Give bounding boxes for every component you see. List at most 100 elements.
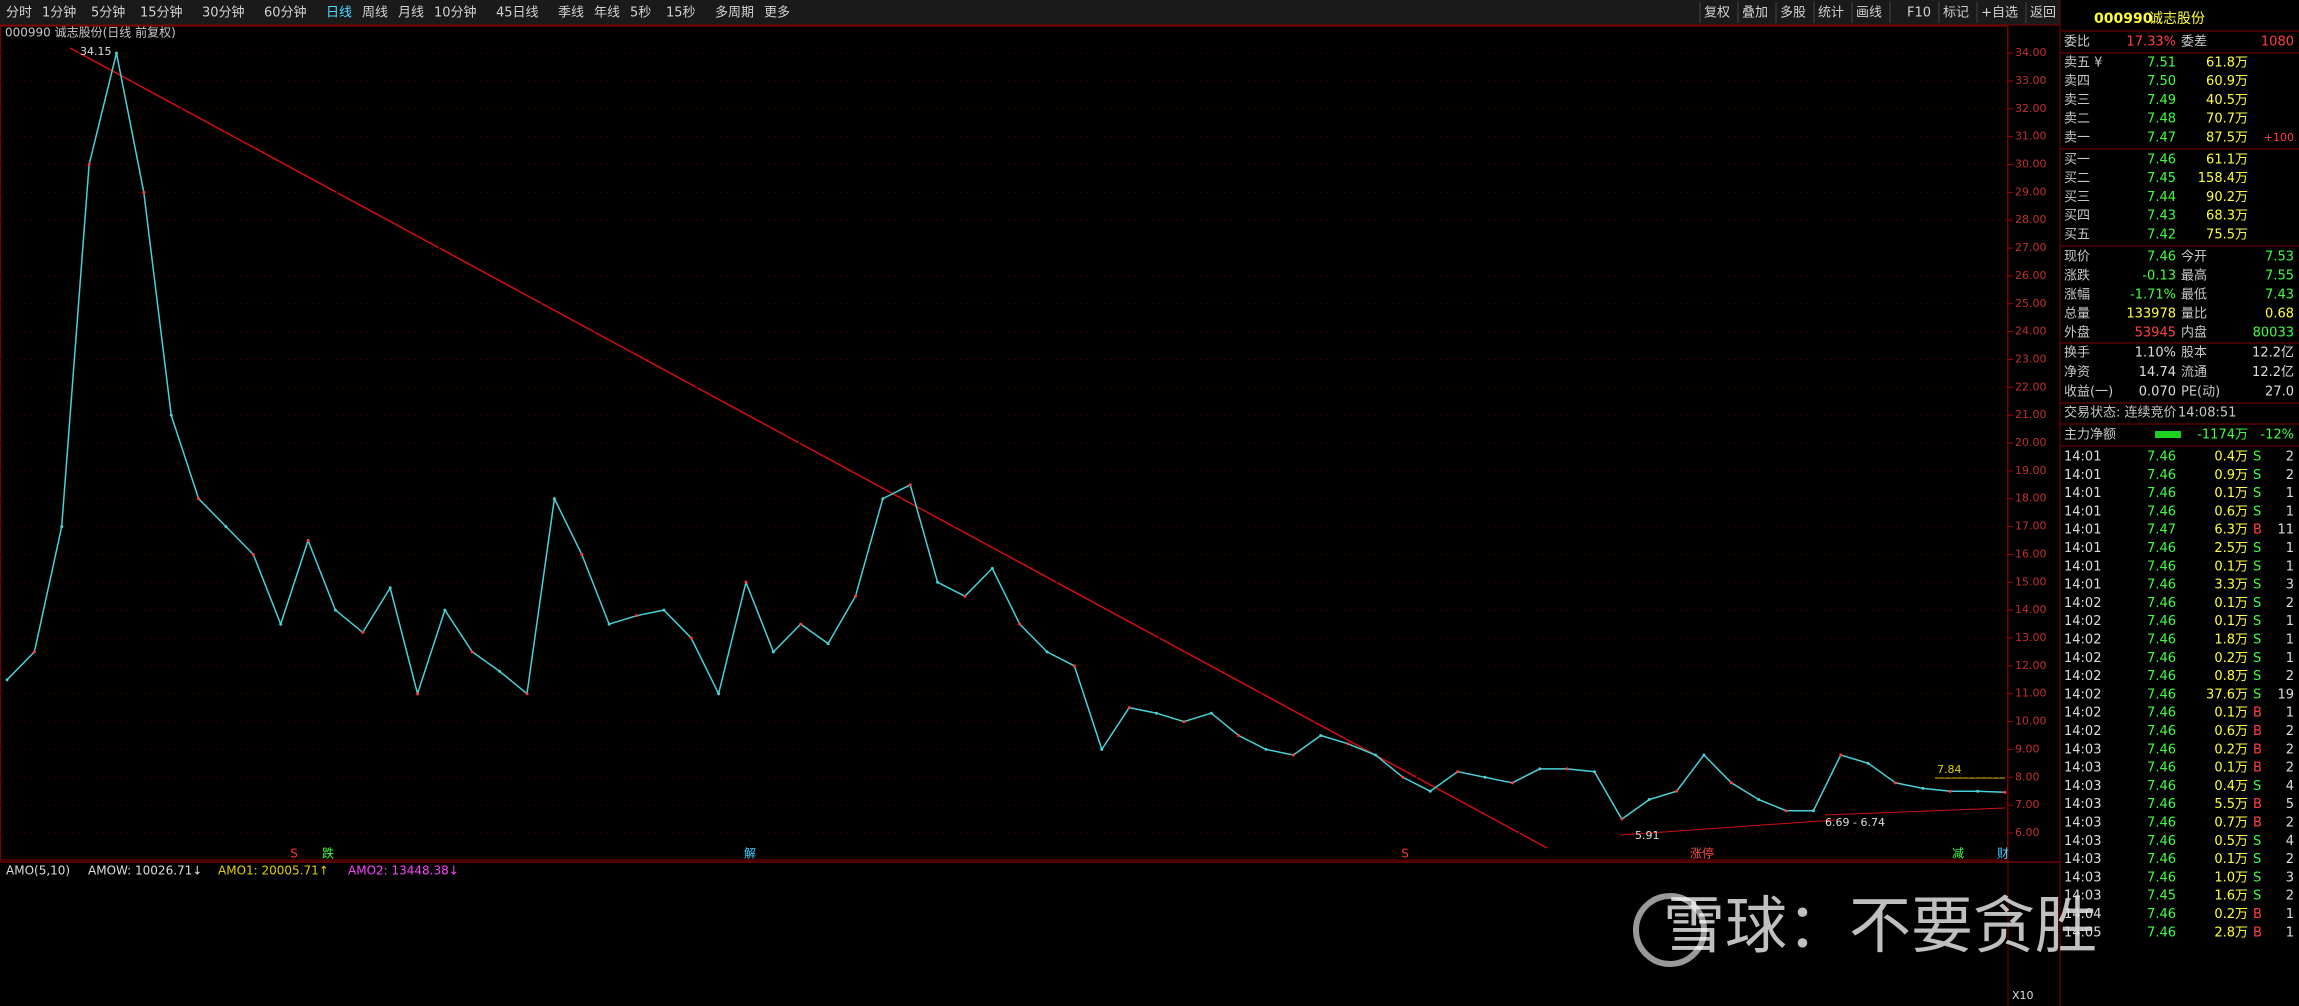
field-label: 净资 [2064, 365, 2090, 380]
low-label: 5.91 [1635, 829, 1660, 842]
price-point [197, 497, 201, 501]
price-point [87, 162, 91, 166]
price-point [1510, 781, 1514, 785]
tool-button[interactable]: 叠加 [1742, 6, 1768, 21]
y-tick-label: 8.00 [2015, 770, 2040, 783]
trade-price: 7.46 [2147, 742, 2176, 757]
period-button[interactable]: 5分钟 [91, 5, 125, 21]
price-point [470, 650, 474, 654]
trade-count: 2 [2286, 468, 2294, 483]
book-price: 7.48 [2147, 112, 2176, 127]
y-tick-label: 21.00 [2015, 408, 2047, 421]
period-button[interactable]: 日线 [326, 6, 352, 21]
y-tick-label: 6.00 [2015, 826, 2040, 839]
price-point [361, 630, 365, 634]
price-point [1373, 753, 1377, 757]
book-level: 买二 [2064, 171, 2090, 186]
tool-button[interactable]: 返回 [2030, 6, 2056, 21]
trade-count: 1 [2286, 633, 2294, 648]
tool-button[interactable]: +自选 [1981, 6, 2018, 21]
trade-time: 14:02 [2064, 633, 2101, 648]
price-line [6, 52, 2006, 821]
tool-button[interactable]: 标记 [1943, 6, 1969, 21]
trade-time: 14:03 [2064, 816, 2101, 831]
y-tick-label: 26.00 [2015, 269, 2047, 282]
trade-price: 7.46 [2147, 486, 2176, 501]
period-button[interactable]: 年线 [594, 6, 620, 21]
field-label: 内盘 [2181, 325, 2207, 341]
period-button[interactable]: 月线 [398, 6, 424, 21]
price-point [498, 669, 502, 673]
trade-volume: 0.8万 [2214, 669, 2248, 684]
trade-side: S [2253, 852, 2261, 867]
trade-count: 11 [2277, 523, 2294, 538]
trade-price: 7.46 [2147, 761, 2176, 776]
field-label: 换手 [2064, 346, 2090, 361]
indicator-text: AMO(5,10) [6, 864, 70, 878]
book-level: 买四 [2064, 209, 2090, 224]
tool-button[interactable]: 复权 [1704, 5, 1730, 21]
book-volume: 61.8万 [2206, 56, 2248, 71]
trade-side: S [2253, 870, 2261, 885]
price-point [1100, 747, 1104, 751]
field-value: 17.33% [2126, 35, 2176, 50]
period-button[interactable]: 多周期 [715, 5, 754, 21]
event-marker: S [290, 847, 298, 861]
price-point [635, 614, 639, 618]
trade-time: 14:02 [2064, 651, 2101, 666]
trade-side: B [2253, 797, 2262, 812]
period-button[interactable]: 周线 [362, 6, 388, 21]
book-volume: 40.5万 [2206, 93, 2248, 108]
status-time: 14:08:51 [2178, 406, 2236, 421]
chart-title: 000990 诚志股份(日线 前复权) [5, 25, 176, 40]
event-marker: 跌 [322, 846, 334, 861]
y-tick-label: 16.00 [2015, 547, 2047, 560]
period-button[interactable]: 分时 [6, 6, 32, 21]
period-button[interactable]: 15分钟 [140, 5, 183, 21]
period-button[interactable]: 45日线 [496, 6, 539, 21]
price-point [689, 636, 693, 640]
y-tick-label: 14.00 [2015, 603, 2047, 616]
y-tick-label: 12.00 [2015, 659, 2047, 672]
trade-side: B [2253, 706, 2262, 721]
field-label: 外盘 [2064, 325, 2090, 341]
period-button[interactable]: 1分钟 [42, 5, 76, 21]
period-button[interactable]: 季线 [558, 6, 584, 21]
price-point [1291, 753, 1295, 757]
price-point [1729, 781, 1733, 785]
trade-time: 14:01 [2064, 578, 2101, 593]
field-label: 收益(一) [2064, 385, 2113, 400]
price-point [224, 525, 228, 529]
period-button[interactable]: 60分钟 [264, 5, 307, 21]
price-point [142, 190, 146, 194]
trade-time: 14:02 [2064, 687, 2101, 702]
scale-label: X10 [2012, 989, 2034, 1002]
book-price: 7.51 [2147, 56, 2176, 71]
field-label: 股本 [2181, 346, 2207, 361]
y-tick-label: 30.00 [2015, 157, 2047, 170]
price-point [306, 539, 310, 543]
period-button[interactable]: 更多 [764, 5, 790, 21]
period-button[interactable]: 30分钟 [202, 5, 245, 21]
trade-price: 7.46 [2147, 596, 2176, 611]
period-button[interactable]: 10分钟 [434, 5, 477, 21]
book-price: 7.43 [2147, 209, 2176, 224]
price-point [1155, 711, 1159, 715]
trade-count: 2 [2286, 761, 2294, 776]
period-button[interactable]: 5秒 [630, 6, 651, 21]
tool-button[interactable]: 画线 [1856, 6, 1882, 21]
field-value: 12.2亿 [2252, 365, 2294, 380]
price-point [1018, 622, 1022, 626]
price-point [580, 552, 584, 556]
tool-button[interactable]: F10 [1907, 6, 1931, 21]
field-value: 1080 [2261, 35, 2294, 50]
y-tick-label: 32.00 [2015, 102, 2047, 115]
tool-button[interactable]: 统计 [1818, 6, 1844, 21]
field-value: 7.46 [2147, 250, 2176, 265]
y-tick-label: 20.00 [2015, 436, 2047, 449]
tool-button[interactable]: 多股 [1780, 5, 1806, 21]
period-button[interactable]: 15秒 [666, 6, 696, 21]
field-value: 12.2亿 [2252, 346, 2294, 361]
y-tick-label: 31.00 [2015, 130, 2047, 143]
